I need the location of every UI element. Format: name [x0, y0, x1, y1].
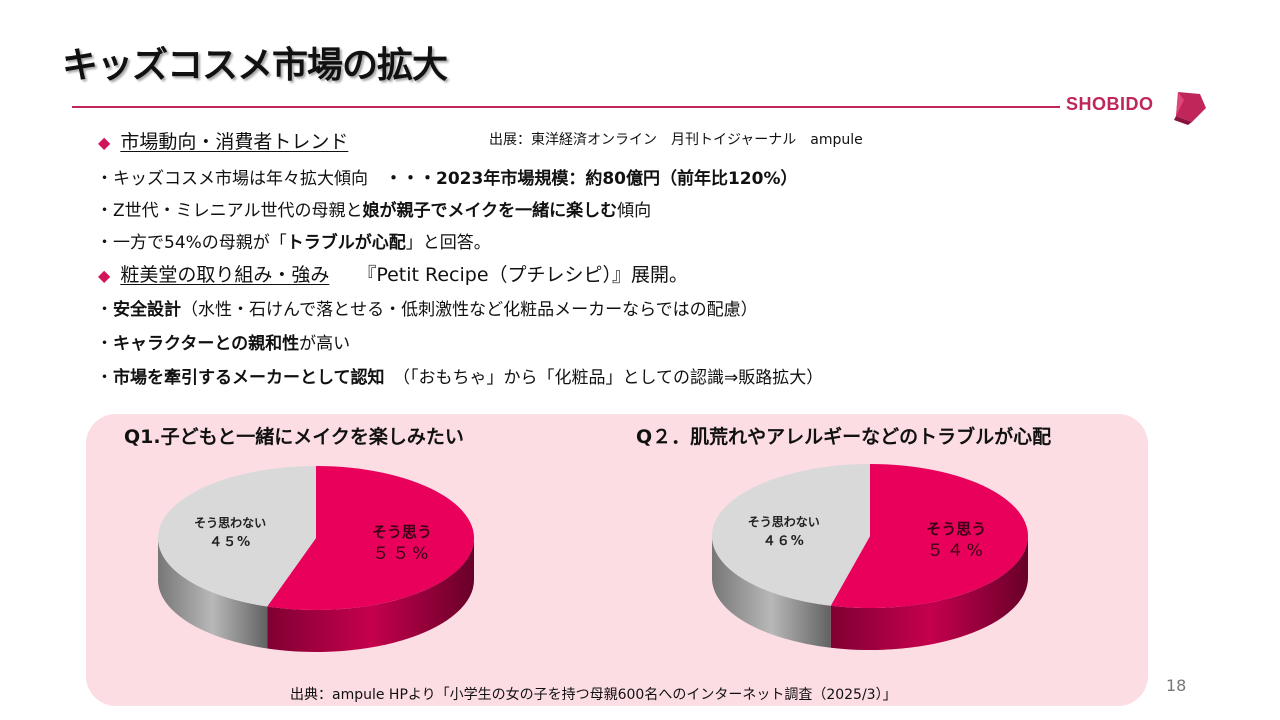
section-heading-text: 市場動向・消費者トレンド: [120, 131, 349, 153]
bullet-line: ・Z世代・ミレニアル世代の母親と娘が親子でメイクを一緒に楽しむ傾向: [96, 198, 651, 224]
bullet-text: ・: [96, 334, 113, 354]
chart-title-q2: Q２．肌荒れやアレルギーなどのトラブルが心配: [636, 426, 1052, 448]
pie-slice-value: ４５%: [209, 535, 251, 550]
pie-slice-label: そう思う: [372, 523, 432, 541]
page-number: 18: [1166, 676, 1187, 695]
bullet-text: ・: [96, 368, 113, 388]
pie-slice-value: ５４%: [927, 541, 986, 561]
brand-logo: SHOBIDO: [1066, 90, 1216, 126]
bottom-source-note: 出典：ampule HPより「小学生の女の子を持つ母親600名へのインターネット…: [290, 687, 897, 703]
bullet-text: ・キッズコスメ市場は年々拡大傾向: [96, 169, 385, 189]
section-heading-note: 『Petit Recipe（プチレシピ）』展開。: [357, 264, 689, 286]
brand-logo-text: SHOBIDO: [1066, 94, 1154, 114]
pie-slice-side: [158, 538, 268, 649]
bullet-text-rest: が高い: [299, 334, 351, 354]
bullet-emphasis: ・・・2023年市場規模：約80億円（前年比120%）: [385, 169, 798, 189]
top-source-note: 出展：東洋経済オンライン 月刊トイジャーナル ampule: [489, 132, 863, 148]
page-title: キッズコスメ市場の拡大: [62, 45, 448, 86]
bullet-text-rest: 」と回答。: [405, 233, 491, 253]
bullet-text-rest: 傾向: [617, 201, 652, 221]
diamond-bullet-icon: ◆: [98, 133, 111, 152]
pie-slice-agree: [267, 466, 474, 610]
section-heading-market: ◆ 市場動向・消費者トレンド: [98, 129, 348, 156]
bullet-emphasis: キャラクターとの親和性: [113, 334, 300, 354]
pie-slice-disagree: [158, 466, 316, 607]
bullet-text: ・: [96, 300, 113, 320]
bullet-emphasis: 市場を牽引するメーカーとして認知: [113, 368, 385, 388]
bullet-line: ・市場を牽引するメーカーとして認知 （「おもちゃ」から「化粧品」としての認識⇒販…: [96, 365, 823, 391]
section-heading-strengths: ◆ 粧美堂の取り組み・強み 『Petit Recipe（プチレシピ）』展開。: [98, 262, 688, 289]
bullet-line: ・キャラクターとの親和性が高い: [96, 331, 350, 357]
pie-chart-q2: そう思う ５４% そう思わない ４６%: [711, 464, 1028, 650]
bullet-line: ・キッズコスメ市場は年々拡大傾向 ・・・2023年市場規模：約80億円（前年比1…: [96, 166, 798, 192]
bullet-text-rest: （水性・石けんで落とせる・低刺激性など化粧品メーカーならではの配慮）: [181, 300, 758, 320]
pie-slice-agree: [830, 464, 1028, 608]
pie-slice-value: ４６%: [763, 534, 805, 549]
bullet-line: ・一方で54%の母親が「トラブルが心配」と回答。: [96, 230, 491, 256]
pie-slice-side: [267, 538, 474, 652]
bullet-emphasis: 娘が親子でメイクを一緒に楽しむ: [362, 201, 618, 221]
chart-title-q1: Q1.子どもと一緒にメイクを楽しみたい: [124, 426, 464, 448]
pie-slice-side: [830, 536, 1028, 650]
pie-slice-side: [712, 536, 831, 648]
pie-slice-disagree: [711, 464, 870, 606]
brand-mark-icon: [1174, 92, 1206, 125]
pie-slice-label: そう思う: [926, 520, 986, 538]
diamond-bullet-icon: ◆: [98, 266, 111, 285]
bullet-text: ・Z世代・ミレニアル世代の母親と: [96, 201, 363, 221]
title-divider: [72, 106, 1060, 108]
bullet-emphasis: トラブルが心配: [286, 233, 406, 253]
pie-slice-value: ５５%: [372, 544, 431, 564]
pie-chart-q1: そう思う ５５% そう思わない ４５%: [158, 466, 474, 652]
bullet-text: ・一方で54%の母親が「: [96, 233, 287, 253]
bullet-emphasis: 安全設計: [113, 300, 181, 320]
section-heading-text: 粧美堂の取り組み・強み: [120, 264, 330, 286]
bullet-line: ・安全設計（水性・石けんで落とせる・低刺激性など化粧品メーカーならではの配慮）: [96, 297, 758, 323]
bullet-text-rest: （「おもちゃ」から「化粧品」としての認識⇒販路拡大）: [384, 368, 824, 388]
pie-slice-label: そう思わない: [194, 516, 266, 530]
pie-slice-label: そう思わない: [748, 515, 820, 529]
